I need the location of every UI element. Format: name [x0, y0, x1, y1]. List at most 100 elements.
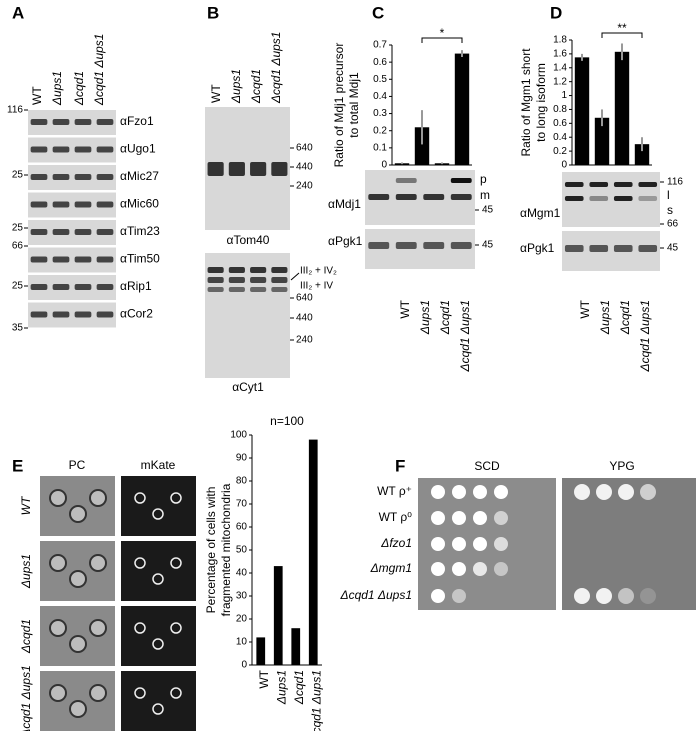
y-tick-label: 70: [236, 499, 248, 510]
y-axis-label: to long isoform: [534, 63, 548, 142]
blot-band: [96, 284, 114, 290]
marker-label: 25: [12, 223, 24, 234]
blot-band: [423, 194, 445, 200]
blot-band: [395, 242, 417, 249]
cell: [49, 554, 67, 572]
colony-spot: [473, 511, 487, 525]
marker-label: 66: [12, 241, 24, 252]
colony-spot: [452, 485, 466, 499]
blot-band: [638, 182, 658, 187]
blot-band: [96, 119, 114, 125]
plate: [562, 478, 696, 610]
colony-spot: [618, 484, 634, 500]
blot-band: [450, 242, 472, 249]
blot-band: [368, 242, 390, 249]
antibody-label: αTim50: [120, 252, 160, 266]
y-tick-label: 0.4: [373, 91, 387, 102]
colony-spot: [452, 537, 466, 551]
blot-band: [30, 146, 48, 153]
marker-label: 240: [296, 335, 313, 346]
x-tick-label: WT: [257, 669, 271, 688]
blot-band: [638, 245, 658, 252]
y-tick-label: 0.2: [553, 146, 567, 157]
blot-band: [74, 174, 92, 180]
blot-band: [96, 311, 114, 318]
annotation: n=100: [270, 414, 304, 428]
antibody-label: αTom40: [227, 233, 270, 247]
blot-band: [613, 182, 633, 187]
blot-band: [74, 311, 92, 318]
y-tick-label: 0.2: [373, 125, 387, 136]
bar: [634, 144, 650, 165]
blot-band: [250, 267, 267, 273]
y-tick-label: 60: [236, 522, 248, 533]
column-label: PC: [69, 458, 86, 472]
blot-band: [96, 229, 114, 235]
x-tick-label: Δups1: [274, 670, 288, 705]
x-tick-label: Δcqd1: [618, 300, 632, 335]
bar: [574, 57, 590, 165]
panel-label: E: [12, 456, 23, 475]
x-tick-label: Δcqd1 Δups1: [309, 670, 323, 731]
panel-label: D: [550, 3, 562, 22]
blot-band: [96, 174, 114, 180]
panel-label: F: [395, 456, 405, 475]
blot-band: [271, 287, 288, 292]
y-tick-label: 90: [236, 453, 248, 464]
y-tick-label: 1.6: [553, 49, 567, 60]
blot-band: [30, 229, 48, 235]
blot-band: [30, 256, 48, 263]
y-tick-label: 80: [236, 476, 248, 487]
colony-spot: [494, 562, 508, 576]
marker-label: 116: [7, 105, 23, 116]
cell: [89, 554, 107, 572]
blot-band: [96, 256, 114, 263]
antibody-label: αMgm1: [520, 206, 561, 220]
colony-spot: [431, 589, 445, 603]
marker-label: 440: [296, 313, 313, 324]
colony-spot: [494, 537, 508, 551]
antibody-label: αMic27: [120, 169, 159, 183]
blot-band: [30, 174, 48, 180]
y-axis-label: fragmented mitochondria: [219, 483, 233, 616]
mito: [134, 622, 146, 634]
blot-band: [228, 287, 245, 292]
significance-label: *: [440, 26, 445, 40]
bar: [256, 637, 266, 665]
blot-band: [52, 201, 70, 208]
mkate-image: [121, 476, 196, 536]
colony-spot: [431, 537, 445, 551]
strain-label: WT ρ⁺: [377, 484, 412, 498]
blot-band: [450, 194, 472, 200]
blot-band: [207, 277, 224, 283]
x-tick-label: Δcqd1 Δups1: [458, 300, 472, 372]
row-label: WT: [19, 495, 33, 515]
mito: [134, 557, 146, 569]
lane-label: Δcqd1: [249, 69, 263, 104]
blot-band: [96, 201, 114, 208]
x-tick-label: Δcqd1 Δups1: [638, 300, 652, 372]
blot-band: [250, 277, 267, 283]
y-tick-label: 30: [236, 591, 248, 602]
blot-band: [30, 311, 48, 318]
blot-band: [52, 174, 70, 180]
colony-spot: [452, 511, 466, 525]
strain-label: Δmgm1: [370, 561, 412, 575]
row-label: Δcqd1: [19, 619, 33, 654]
y-tick-label: 20: [236, 614, 248, 625]
colony-spot: [618, 588, 634, 604]
lane-label: WT: [209, 84, 223, 103]
bar: [291, 628, 301, 665]
bar: [273, 566, 283, 665]
panel-label: B: [207, 3, 219, 22]
cell: [69, 700, 87, 718]
y-tick-label: 1.4: [553, 62, 567, 73]
marker-label: 240: [296, 181, 313, 192]
lane-label: Δups1: [229, 69, 243, 104]
blot-band: [228, 162, 245, 176]
blot-band: [250, 162, 267, 176]
blot-band: [96, 146, 114, 153]
blot-band: [564, 196, 584, 201]
form-label: l: [667, 188, 670, 202]
